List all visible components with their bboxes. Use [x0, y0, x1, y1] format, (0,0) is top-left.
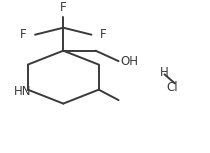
- Text: HN: HN: [14, 85, 32, 98]
- Text: F: F: [20, 28, 27, 41]
- Text: Cl: Cl: [166, 81, 178, 94]
- Text: H: H: [160, 66, 169, 79]
- Text: OH: OH: [121, 55, 139, 68]
- Text: F: F: [100, 28, 106, 41]
- Text: F: F: [60, 1, 67, 14]
